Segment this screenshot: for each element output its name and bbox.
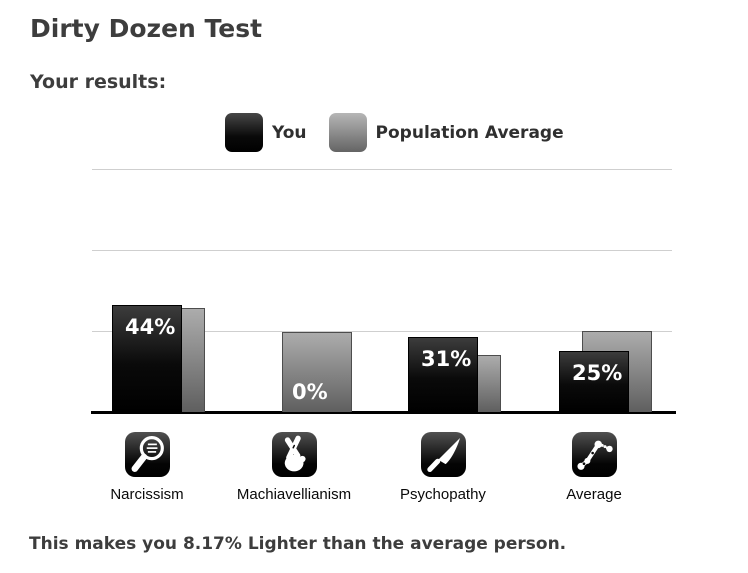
legend-population-swatch — [328, 113, 367, 152]
category-label: Average — [566, 486, 622, 503]
hand-mirror-icon — [125, 432, 170, 477]
bar-value-label: 44% — [125, 315, 176, 339]
bar-you: 31% — [408, 337, 478, 412]
category-label: Psychopathy — [400, 486, 486, 503]
bar-population — [582, 331, 652, 412]
bar-you: 25% — [559, 351, 629, 412]
bar-population — [431, 355, 501, 412]
chart-legend: You Population Average — [225, 113, 564, 152]
results-heading: Your results: — [30, 71, 167, 93]
gridline-100 — [92, 169, 672, 170]
bar-value-label: 0% — [292, 380, 328, 404]
bar-population — [135, 308, 205, 412]
category-label: Machiavellianism — [236, 486, 352, 503]
gridline-33 — [92, 331, 672, 332]
gridline-67 — [92, 250, 672, 251]
crossed-fingers-icon — [272, 432, 317, 477]
result-summary: This makes you 8.17% Lighter than the av… — [29, 534, 567, 554]
bar-group-machiavellianism: 0% — [259, 169, 352, 412]
bar-value-label: 31% — [421, 347, 472, 371]
knife-icon — [421, 432, 466, 477]
bar-population — [282, 332, 352, 412]
bar-group-narcissism: 44% — [112, 169, 205, 412]
trend-dots-icon — [572, 432, 617, 477]
bar-group-psychopathy: 31% — [408, 169, 501, 412]
legend-you-label: You — [272, 122, 307, 143]
bar-value-label: 25% — [572, 361, 623, 385]
plot-area: 44% Narcissism 0% Machiavellianism 31% Psy… — [91, 169, 676, 503]
category-label: Narcissism — [110, 486, 184, 503]
legend-population-label: Population Average — [375, 122, 564, 143]
legend-you-swatch — [225, 113, 263, 152]
bar-group-average: 25% — [559, 169, 652, 412]
bar-you: 44% — [112, 305, 182, 412]
page-title: Dirty Dozen Test — [30, 14, 263, 43]
x-axis-line — [91, 411, 676, 414]
